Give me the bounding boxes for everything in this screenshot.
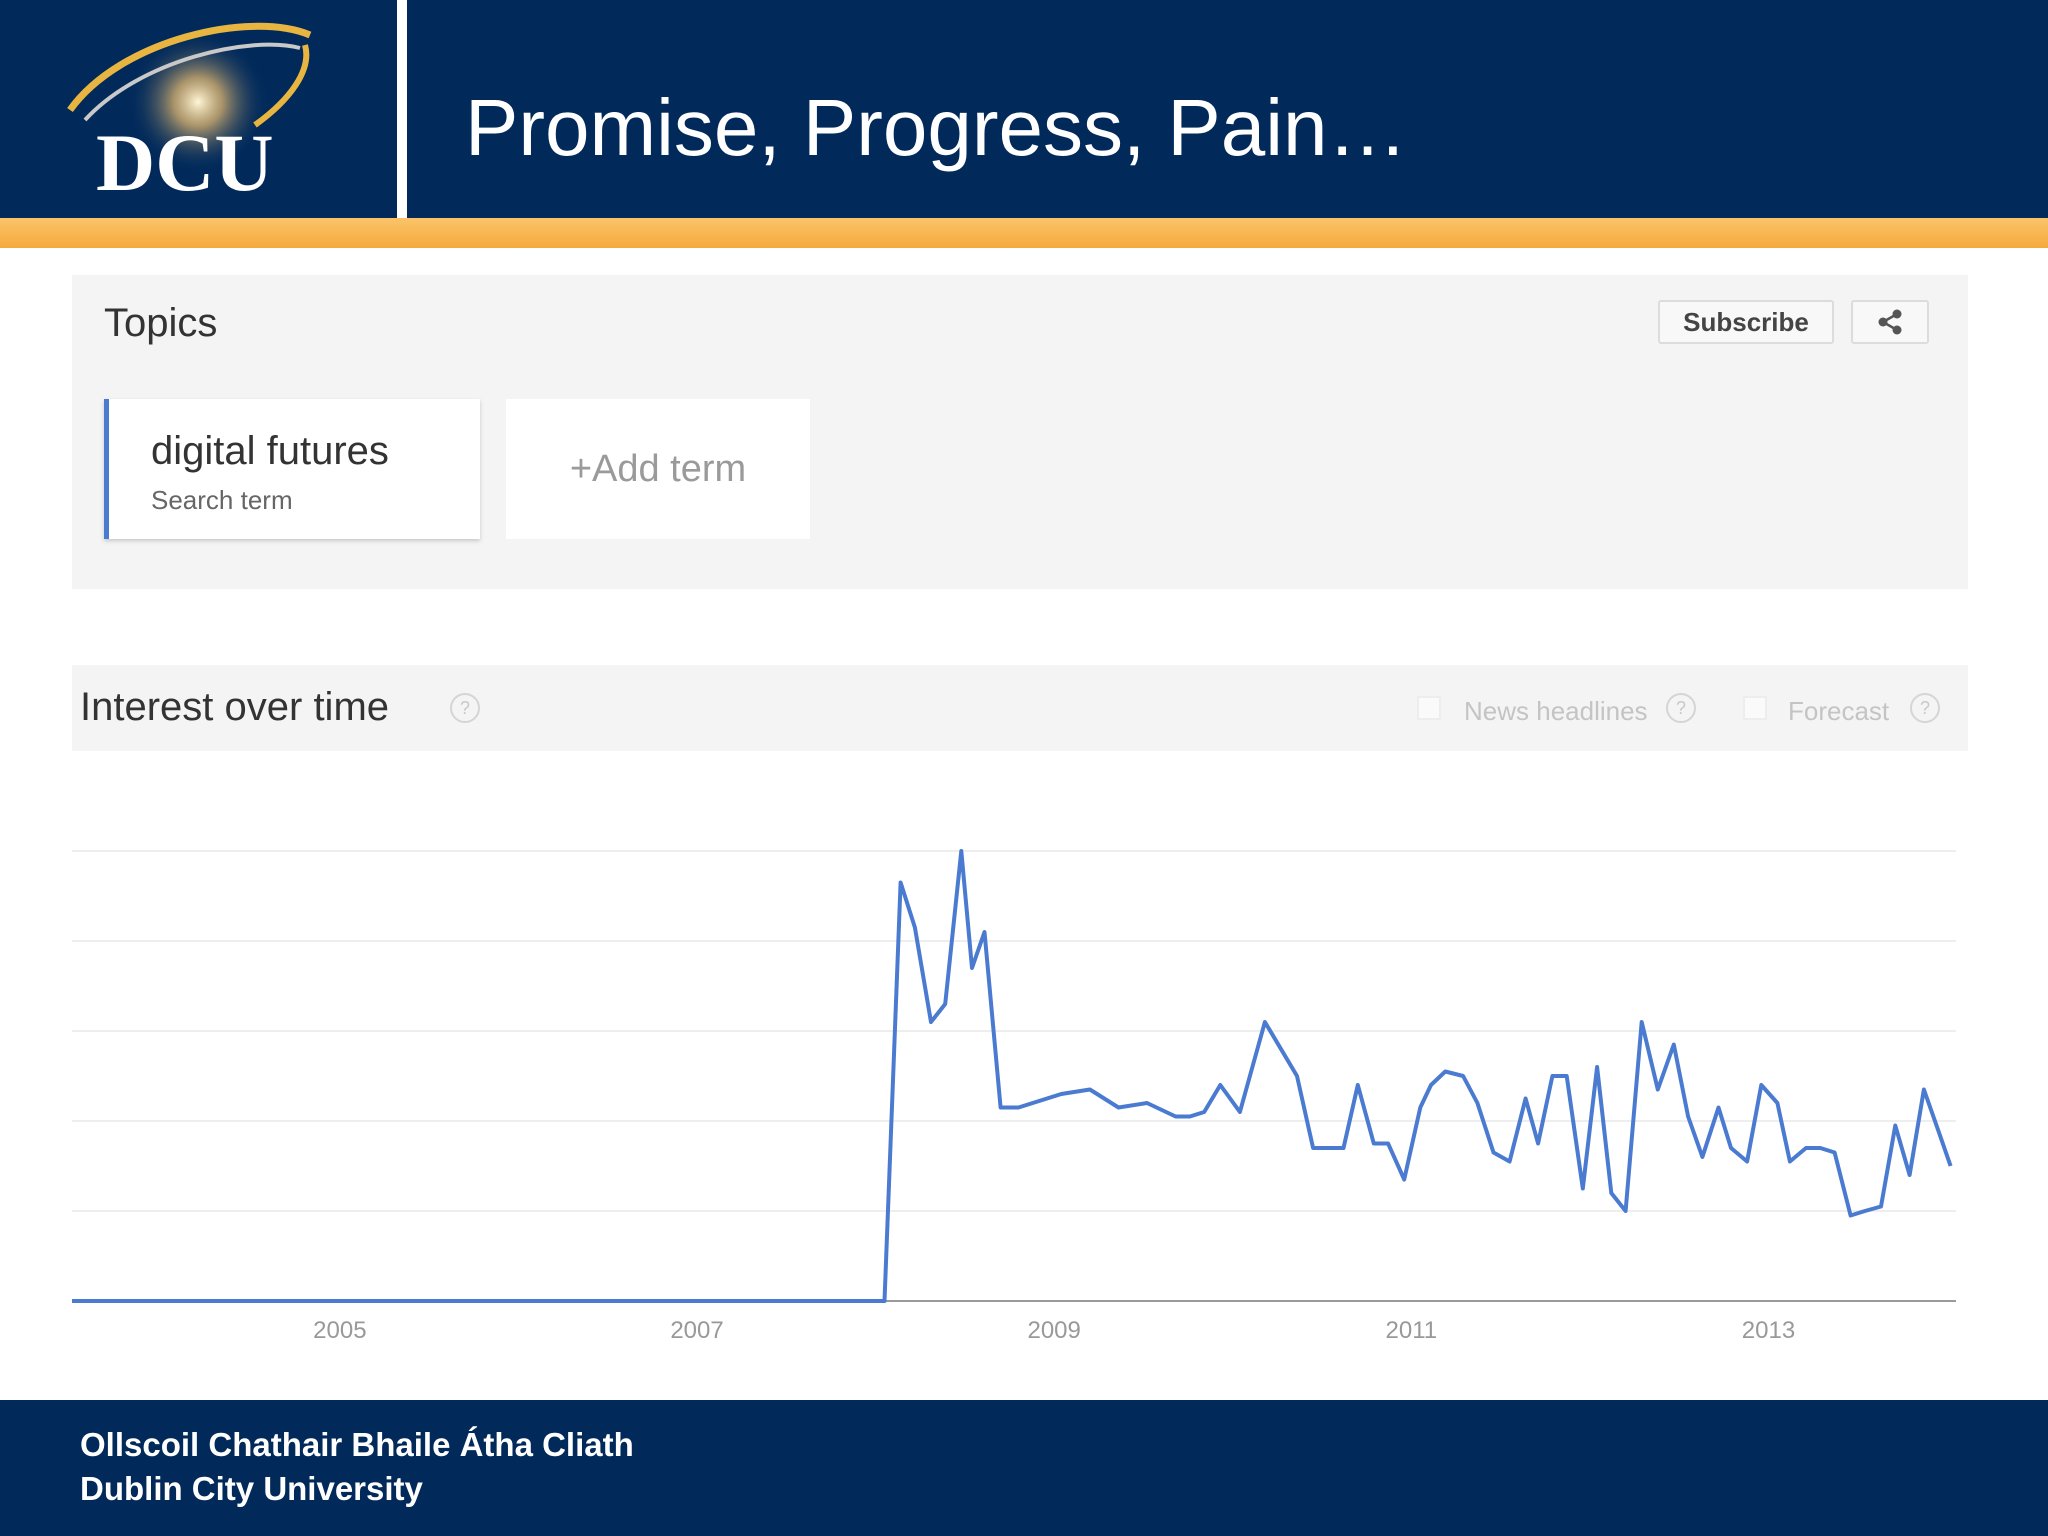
topics-title: Topics bbox=[104, 301, 218, 345]
news-headlines-checkbox[interactable] bbox=[1417, 696, 1441, 720]
interest-header: Interest over time ? News headlines ? Fo… bbox=[72, 665, 1968, 751]
dcu-logo-graphic: DCU bbox=[67, 22, 312, 208]
share-icon bbox=[1878, 309, 1902, 335]
x-tick-label: 2013 bbox=[1742, 1317, 1795, 1344]
share-button[interactable] bbox=[1851, 300, 1929, 344]
add-term-button[interactable]: +Add term bbox=[506, 399, 810, 539]
x-tick-label: 2005 bbox=[313, 1317, 366, 1344]
series-line bbox=[72, 849, 1953, 1303]
series-layer bbox=[72, 849, 1953, 1303]
news-headlines-label: News headlines bbox=[1464, 696, 1648, 726]
help-icon[interactable]: ? bbox=[450, 693, 480, 723]
x-tick-label: 2009 bbox=[1027, 1317, 1080, 1344]
slide-header: DCU Promise, Progress, Pain… bbox=[0, 0, 2048, 218]
footer-english-name: Dublin City University bbox=[80, 1470, 423, 1507]
term-type: Search term bbox=[151, 485, 293, 515]
accent-bar bbox=[0, 218, 2048, 248]
news-help-icon[interactable]: ? bbox=[1666, 693, 1696, 723]
chart-grid bbox=[72, 850, 1956, 1212]
header-divider bbox=[397, 0, 407, 218]
forecast-help-icon[interactable]: ? bbox=[1910, 693, 1940, 723]
term-name: digital futures bbox=[151, 429, 389, 473]
subscribe-button[interactable]: Subscribe bbox=[1658, 300, 1834, 344]
slide-footer: Ollscoil Chathair Bhaile Átha Cliath Dub… bbox=[0, 1400, 2048, 1536]
x-tick-labels: 2005 2007 2009 2011 2013 bbox=[313, 1317, 1795, 1344]
search-term-card[interactable]: digital futures Search term bbox=[104, 399, 480, 539]
forecast-label: Forecast bbox=[1788, 696, 1890, 726]
dcu-logo: DCU bbox=[0, 0, 397, 218]
topics-panel: Topics Subscribe digital futures Search … bbox=[72, 275, 1968, 589]
footer-irish-name: Ollscoil Chathair Bhaile Átha Cliath bbox=[80, 1426, 634, 1463]
x-tick-label: 2007 bbox=[670, 1317, 723, 1344]
slide-title: Promise, Progress, Pain… bbox=[465, 83, 1408, 172]
forecast-checkbox[interactable] bbox=[1743, 696, 1767, 720]
interest-chart: 2005 2007 2009 2011 2013 bbox=[72, 849, 1956, 1344]
x-tick-label: 2011 bbox=[1386, 1317, 1438, 1344]
interest-title: Interest over time bbox=[80, 685, 390, 729]
logo-text: DCU bbox=[96, 117, 274, 208]
